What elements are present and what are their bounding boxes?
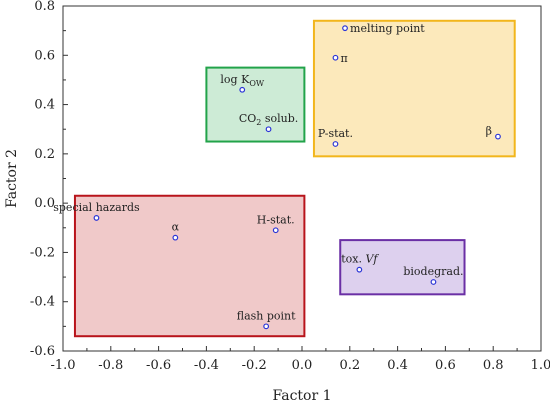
- x-tick-label: -0.6: [146, 358, 171, 373]
- group-box-1: [312, 19, 516, 158]
- data-point: [332, 54, 339, 61]
- data-point: [272, 227, 279, 234]
- data-point: [430, 279, 437, 285]
- group-box-3: [73, 194, 306, 338]
- point-label: log KOW: [220, 73, 264, 88]
- x-tick-label: 0.8: [483, 358, 504, 373]
- point-label: α: [172, 221, 180, 234]
- point-label: H-stat.: [257, 213, 295, 226]
- group-boxes: [73, 19, 516, 338]
- point-label: π: [340, 52, 347, 65]
- point-label: β: [486, 125, 492, 138]
- point-label: melting point: [350, 22, 425, 35]
- x-axis-ticks: -1.0 -0.8 -0.6 -0.4 -0.2 0.0 0.2 0.4 0.6 0.8 1.0: [50, 346, 550, 373]
- point-label: flash point: [237, 309, 296, 322]
- x-tick-label: 0.0: [292, 358, 313, 373]
- point-label: special hazards: [53, 201, 140, 214]
- x-tick-label: 0.4: [387, 358, 408, 373]
- data-points: melting point π P-stat. β log KOW CO2 solub. s…: [53, 22, 501, 330]
- y-axis-ticks: -0.6 -0.4 -0.2 0.0 0.2 0.4 0.6 0.8: [30, 0, 68, 359]
- x-tick-label: -1.0: [50, 358, 75, 373]
- y-tick-label: -0.4: [30, 295, 55, 310]
- y-tick-label: 0.8: [34, 0, 55, 14]
- point-label: biodegrad.: [403, 265, 463, 278]
- x-tick-label: 0.6: [435, 358, 456, 373]
- group-box-4: [339, 239, 466, 296]
- data-point: [93, 215, 100, 221]
- x-tick-label: -0.2: [242, 358, 267, 373]
- y-tick-label: 0.4: [34, 98, 55, 113]
- data-point: [356, 266, 363, 273]
- x-tick-label: -0.4: [194, 358, 219, 373]
- y-tick-label: 0.0: [34, 196, 55, 211]
- data-point: [342, 25, 348, 32]
- y-tick-label: -0.2: [30, 245, 55, 260]
- x-axis-title: Factor 1: [272, 388, 331, 404]
- x-tick-label: 1.0: [531, 358, 550, 373]
- x-tick-label: -0.8: [98, 358, 123, 373]
- data-point: [332, 141, 339, 147]
- point-label: P-stat.: [318, 127, 353, 140]
- point-label: CO2 solub.: [239, 112, 298, 127]
- data-point: [239, 86, 246, 93]
- group-box-2: [205, 66, 306, 143]
- data-point: [263, 323, 270, 330]
- y-tick-label: -0.6: [30, 344, 55, 359]
- data-point: [495, 133, 501, 140]
- data-point: [265, 126, 272, 133]
- y-tick-label: 0.6: [34, 48, 55, 63]
- x-tick-label: 0.2: [339, 358, 360, 373]
- point-label: tox. Vf: [341, 253, 379, 266]
- y-tick-label: 0.2: [34, 147, 55, 162]
- data-point: [172, 234, 179, 241]
- y-axis-title: Factor 2: [4, 149, 20, 208]
